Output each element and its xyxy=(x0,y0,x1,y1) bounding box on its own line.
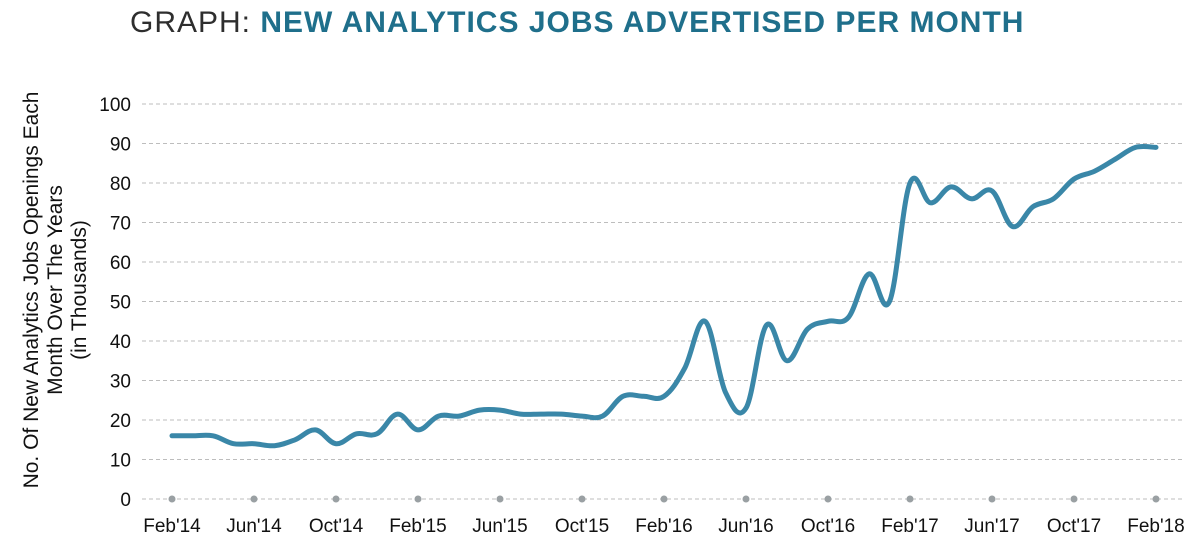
x-tick-label: Oct'15 xyxy=(555,516,609,537)
y-axis-ticks: 0 10 20 30 40 50 60 70 80 90 100 xyxy=(99,95,131,511)
y-tick-label: 0 xyxy=(120,490,131,511)
x-tick-dot xyxy=(496,495,504,503)
x-tick-dot xyxy=(824,495,832,503)
chart-title: GRAPH: NEW ANALYTICS JOBS ADVERTISED PER… xyxy=(130,6,1024,40)
y-axis-label: No. Of New Analytics Jobs Openings Each M… xyxy=(20,92,91,489)
series-lines xyxy=(169,143,1159,449)
y-axis-label-line: Month Over The Years xyxy=(44,185,67,395)
x-tick-dot xyxy=(250,495,258,503)
x-tick-label: Feb'18 xyxy=(1127,516,1185,537)
x-tick-label: Feb'16 xyxy=(635,516,693,537)
x-tick-dot xyxy=(660,495,668,503)
chart-title-prefix: GRAPH: xyxy=(130,6,261,39)
x-tick-label: Feb'15 xyxy=(389,516,447,537)
x-tick-dot xyxy=(906,495,914,503)
y-axis-label-line: (in Thousands) xyxy=(68,220,91,360)
x-tick-label: Oct'14 xyxy=(309,516,364,537)
x-tick-label: Oct'17 xyxy=(1047,516,1101,537)
y-tick-label: 80 xyxy=(110,174,131,195)
x-tick-label: Jun'14 xyxy=(226,516,282,537)
x-tick-label: Feb'17 xyxy=(881,516,939,537)
y-tick-label: 20 xyxy=(110,411,131,432)
y-tick-label: 30 xyxy=(110,372,131,393)
chart-title-main: NEW ANALYTICS JOBS ADVERTISED PER MONTH xyxy=(260,6,1025,39)
y-tick-label: 100 xyxy=(99,95,131,116)
x-tick-dot xyxy=(332,495,340,503)
x-axis-ticks: Feb'14 Jun'14 Oct'14 Feb'15 Jun'15 Oct'15 Feb'… xyxy=(143,495,1185,537)
y-tick-label: 40 xyxy=(110,332,131,353)
x-tick-dot xyxy=(742,495,750,503)
y-axis-label-line: No. Of New Analytics Jobs Openings Each xyxy=(20,92,43,489)
x-tick-label: Feb'14 xyxy=(143,516,201,537)
y-tick-label: 70 xyxy=(110,214,131,235)
series-line xyxy=(169,143,1159,449)
y-tick-label: 50 xyxy=(110,293,131,314)
y-tick-label: 10 xyxy=(110,451,131,472)
x-tick-label: Jun'15 xyxy=(472,516,527,537)
x-tick-label: Jun'16 xyxy=(718,516,773,537)
x-tick-dot xyxy=(168,495,176,503)
x-tick-label: Oct'16 xyxy=(801,516,855,537)
x-tick-dot xyxy=(578,495,586,503)
x-tick-label: Jun'17 xyxy=(964,516,1019,537)
x-tick-dot xyxy=(988,495,996,503)
x-tick-dot xyxy=(1070,495,1078,503)
x-tick-dot xyxy=(414,495,422,503)
y-tick-label: 60 xyxy=(110,253,131,274)
x-tick-dot xyxy=(1152,495,1160,503)
y-tick-label: 90 xyxy=(110,135,131,156)
